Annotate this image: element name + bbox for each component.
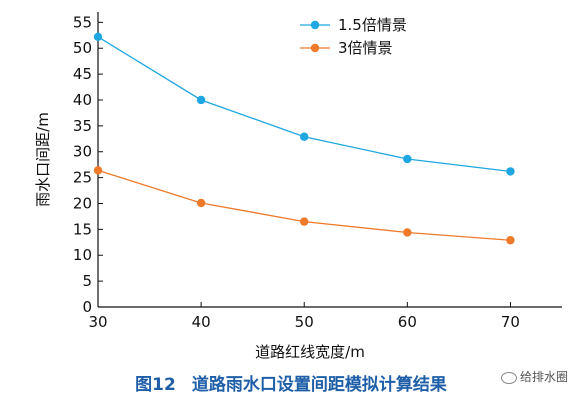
y-tick-label: 25 <box>73 169 92 187</box>
watermark: 给排水圈 <box>500 368 568 385</box>
y-tick-label: 15 <box>73 220 92 238</box>
y-tick-label: 10 <box>73 246 92 264</box>
x-tick-label: 70 <box>501 313 520 331</box>
line-chart: 0 5 10 15 20 25 30 35 40 45 50 55 30 40 50 60 70 1.5倍情景 3… <box>34 12 562 361</box>
series-line <box>97 36 511 173</box>
data-point <box>196 198 206 208</box>
x-tick-label: 50 <box>295 313 314 331</box>
legend-label: 3倍情景 <box>338 39 393 57</box>
y-axis-title: 雨水口间距/m <box>34 112 52 207</box>
watermark-text: 给排水圈 <box>519 370 568 384</box>
axes: 0 5 10 15 20 25 30 35 40 45 50 55 30 40 50 60 70 <box>73 12 562 331</box>
y-tick-label: 35 <box>73 117 92 135</box>
y-tick-label: 0 <box>82 298 92 316</box>
figure-title: 道路雨水口设置间距模拟计算结果 <box>191 375 447 395</box>
legend-swatch-marker <box>310 43 320 53</box>
series-line <box>97 169 511 241</box>
y-tick-label: 30 <box>73 143 92 161</box>
data-point <box>93 166 103 175</box>
series-1 <box>93 32 515 176</box>
data-point <box>506 236 515 245</box>
legend-item-1: 1.5倍情景 <box>300 16 407 34</box>
wechat-icon <box>500 371 517 384</box>
series-2 <box>93 166 515 245</box>
x-axis-title: 道路红线宽度/m <box>255 343 365 361</box>
data-point <box>196 95 206 105</box>
data-point <box>93 32 103 42</box>
figure-caption: 图12 道路雨水口设置间距模拟计算结果 <box>0 370 582 395</box>
data-point <box>403 228 412 237</box>
data-point <box>300 132 309 141</box>
y-tick-label: 45 <box>73 65 92 83</box>
y-tick-label: 5 <box>82 272 92 290</box>
x-tick-label: 30 <box>88 313 107 331</box>
data-point <box>403 154 412 164</box>
figure-number: 图12 <box>135 375 176 395</box>
y-tick-label: 40 <box>73 91 92 109</box>
legend-label: 1.5倍情景 <box>338 16 407 34</box>
legend-swatch-marker <box>310 20 320 30</box>
x-tick-label: 40 <box>192 313 211 331</box>
y-tick-label: 55 <box>73 13 92 31</box>
legend-item-2: 3倍情景 <box>300 39 393 57</box>
y-tick-label: 50 <box>73 39 92 57</box>
series-group <box>93 32 515 245</box>
x-tick-label: 60 <box>398 313 417 331</box>
y-tick-label: 20 <box>73 194 92 212</box>
legend: 1.5倍情景 3倍情景 <box>300 16 407 57</box>
data-point <box>506 167 515 176</box>
data-point <box>300 217 309 226</box>
